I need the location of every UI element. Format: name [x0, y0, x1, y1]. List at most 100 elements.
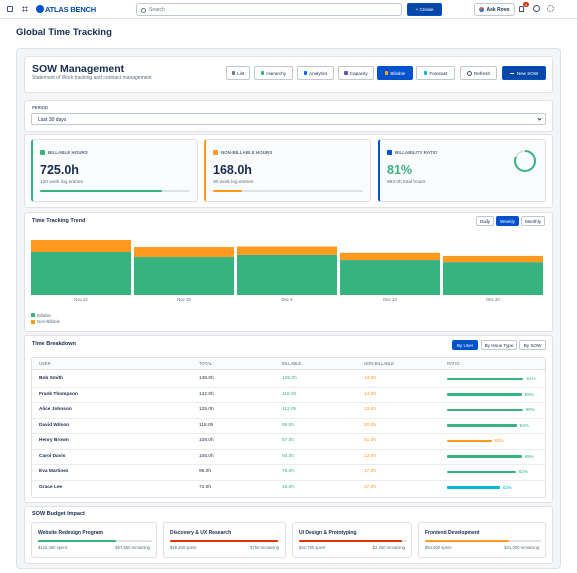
tab-icon	[423, 71, 428, 75]
cell: 118.0h	[282, 391, 297, 397]
cell: Alice Johnson	[39, 407, 72, 412]
breakdown-view[interactable]: By Issue Type	[481, 340, 517, 350]
cell: 105.0h	[199, 453, 214, 459]
budget-remaining: $57,550 remaining	[115, 545, 150, 550]
ratio-bar	[447, 424, 517, 427]
ask-label: Ask Rovo	[486, 6, 510, 13]
trend-title: Time Tracking Trend	[32, 218, 86, 224]
ask-rovo-button[interactable]: Ask Rovo	[474, 3, 515, 16]
notification-badge: 4	[523, 2, 529, 7]
cell: 78.0h	[282, 469, 295, 474]
view-tab[interactable]: Analytics	[297, 66, 334, 80]
budget-track	[170, 539, 281, 542]
column-header: NON-BILLABLE	[364, 361, 395, 366]
refresh-button[interactable]: Refresh	[460, 66, 497, 80]
legend-label: Billable	[37, 312, 51, 318]
tab-icon	[384, 71, 389, 75]
column-header: USER	[39, 361, 51, 366]
row-divider	[32, 386, 545, 388]
bar-segment	[443, 262, 543, 295]
progress-fill	[213, 190, 242, 193]
button-label: Refresh	[473, 70, 491, 76]
breakdown-table: USER TOTAL BILLABLE NON-BILLABLE RATIO Bob Sm…	[31, 357, 546, 498]
search-placeholder: Search	[149, 6, 165, 13]
period-select[interactable]: Last 30 days	[31, 113, 546, 125]
progress-track	[40, 190, 190, 193]
bar-segment	[443, 255, 543, 263]
x-tick-label: Nov 29	[177, 297, 191, 302]
ratio-bar	[447, 470, 516, 474]
x-tick-label: Dec 20	[486, 297, 500, 302]
stat-value: 725.0h	[40, 163, 79, 177]
budget-card: Website Redesign Program $122,450 spent $5…	[31, 522, 157, 558]
trend-view[interactable]: Monthly	[521, 216, 545, 226]
column-header: BILLABLE	[282, 361, 302, 366]
row-divider	[32, 448, 545, 450]
period-label: PERIOD	[32, 105, 49, 110]
cell: 72.0h	[199, 484, 212, 490]
bar-segment	[31, 251, 131, 295]
button-label: Hierarchy	[266, 70, 287, 76]
cell: 13.0h	[364, 407, 377, 412]
logo-icon	[36, 5, 44, 13]
budget-spent: $29,250 spent	[170, 545, 197, 550]
view-tab[interactable]: Billable	[377, 66, 413, 80]
stat-icon	[213, 150, 218, 155]
breakdown-title: Time Breakdown	[32, 341, 76, 347]
sow-subtitle: Statement of Work tracking and contract …	[32, 75, 152, 81]
budget-name: Discovery & UX Research	[170, 530, 232, 536]
cell: 93.0h	[282, 453, 295, 459]
create-button[interactable]: + Create	[407, 3, 442, 16]
new-sow-button[interactable]: New SOW	[502, 66, 546, 80]
ratio-label: 53%	[494, 438, 504, 444]
breakdown-view[interactable]: By User	[452, 340, 478, 350]
stat-note: 120 work log entries	[40, 180, 83, 185]
budget-spent: $54,000 spent	[425, 545, 452, 550]
help-icon[interactable]	[533, 5, 540, 12]
cell: 125.0h	[282, 376, 297, 381]
budget-remaining: $2,250 remaining	[372, 545, 405, 550]
button-label: New SOW	[516, 70, 539, 76]
view-tab[interactable]: Forecast	[416, 66, 455, 80]
cell: Carol Davis	[39, 453, 66, 459]
cell: 17.0h	[364, 469, 377, 474]
trend-view[interactable]: Daily	[476, 216, 494, 226]
cell: 138.0h	[199, 376, 214, 381]
view-tab[interactable]: List	[226, 66, 250, 80]
cell: Grace Lee	[39, 484, 63, 490]
ratio-label: 89%	[524, 453, 534, 459]
bar-segment	[340, 252, 440, 261]
search-box[interactable]: Search	[136, 3, 402, 16]
breakdown-view[interactable]: By SOW	[519, 340, 546, 350]
cell: 125.0h	[199, 407, 214, 412]
tab-icon	[260, 71, 265, 75]
trend-view[interactable]: Weekly	[496, 216, 519, 226]
button-label: Weekly	[500, 218, 515, 224]
stat-note: 30 work log entries	[213, 180, 254, 185]
view-tab[interactable]: Capacity	[338, 66, 374, 80]
cell: 108.0h	[199, 438, 214, 443]
budget-name: Website Redesign Program	[38, 530, 103, 536]
ring-fill	[514, 150, 536, 172]
bar-segment	[340, 260, 440, 295]
ratio-bar	[447, 486, 500, 489]
button-label: Forecast	[429, 70, 448, 76]
bell-icon[interactable]	[519, 6, 524, 12]
view-tab[interactable]: Hierarchy	[254, 66, 293, 80]
stat-label: NON-BILLABLE HOURS	[221, 150, 273, 155]
settings-icon[interactable]	[547, 5, 554, 12]
sidebar-icon[interactable]	[7, 6, 13, 12]
progress-track	[213, 190, 363, 193]
tab-icon	[344, 71, 348, 75]
refresh-icon	[466, 70, 472, 76]
cell: 14.0h	[364, 391, 377, 397]
budget-fill	[425, 539, 509, 542]
row-divider	[32, 464, 545, 465]
ratio-label: 89%	[524, 391, 534, 397]
cell: Henry Brown	[39, 438, 69, 443]
bar-segment	[31, 240, 131, 252]
button-label: By SOW	[523, 342, 542, 348]
apps-icon[interactable]	[22, 6, 28, 12]
bar-segment	[237, 246, 337, 255]
